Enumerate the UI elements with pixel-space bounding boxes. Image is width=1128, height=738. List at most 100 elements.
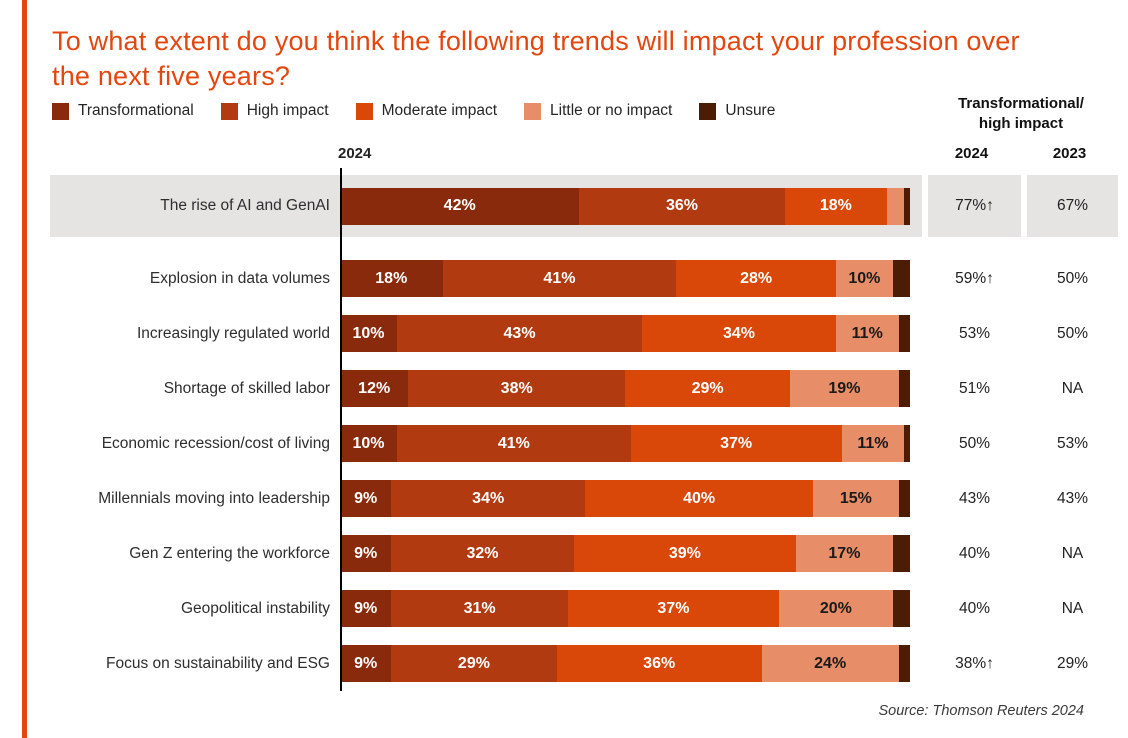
bar-segment-high-impact: 36% (579, 187, 785, 225)
summary-2024-value: 40% (958, 544, 991, 562)
bar-segment-little-or-no-impact: 20% (778, 590, 893, 627)
bar-value-label: 37% (657, 599, 690, 617)
stacked-bar: 42% 36% 18% (340, 187, 910, 225)
bar-value-label: 36% (665, 197, 698, 214)
stacked-bar: 9% 31% 37% 20% (340, 590, 910, 627)
bar-value-label: 38% (500, 379, 533, 397)
summary-2024-value: 53% (958, 324, 991, 342)
category-label: Economic recession/cost of living (101, 434, 330, 452)
stacked-bar: 10% 43% 34% 11% (340, 315, 910, 352)
bar-segment-high-impact: 41% (442, 260, 677, 297)
bar-segment-high-impact: 29% (391, 645, 557, 682)
accent-bar (22, 0, 27, 738)
summary-2023-value: 50% (1056, 269, 1089, 287)
chart-row: The rise of AI and GenAI 42% 36% 18% 77%↑ 67% (50, 175, 1118, 237)
bar-segment-moderate-impact: 37% (567, 590, 779, 627)
bar-value-label: 11% (851, 324, 883, 342)
bar-value-label: 9% (354, 654, 378, 672)
summary-col-2023-header: 2023 (1052, 145, 1087, 162)
bar-value-label: 41% (497, 434, 530, 452)
bar-value-label: 18% (375, 269, 408, 287)
bar-value-label: 10% (848, 269, 881, 287)
bar-cell: 10% 41% 37% 11% (340, 416, 922, 471)
legend-item-high-impact: High impact (220, 102, 329, 120)
chart-row: Geopolitical instability 9% 31% 37% 20% 40% NA (50, 581, 1118, 636)
bar-value-label: 40% (683, 489, 716, 507)
chart: 2024 2024 2023 The rise of AI and GenAI 4… (50, 145, 1118, 691)
chart-row: Gen Z entering the workforce 9% 32% 39% 17% 4… (50, 526, 1118, 581)
bar-segment-little-or-no-impact: 11% (841, 425, 905, 462)
summary-2024-value: 38%↑ (955, 654, 994, 672)
chart-row: Shortage of skilled labor 12% 38% 29% 19% 51%… (50, 361, 1118, 416)
bar-segment-little-or-no-impact: 24% (761, 645, 899, 682)
legend-item-little-or-no-impact: Little or no impact (524, 102, 672, 120)
bar-segment-unsure (898, 480, 910, 517)
bar-value-label: 17% (828, 544, 861, 562)
bar-value-label: 10% (352, 324, 385, 342)
bar-segment-moderate-impact: 40% (585, 480, 814, 517)
bar-value-label: 12% (358, 379, 391, 397)
bar-cell: 18% 41% 28% 10% (340, 251, 922, 306)
bar-segment-moderate-impact: 36% (556, 645, 762, 682)
bar-segment-high-impact: 38% (408, 370, 625, 407)
bar-cell: 9% 29% 36% 24% (340, 636, 922, 691)
summary-2024-value: 43% (958, 489, 991, 507)
chart-rows: The rise of AI and GenAI 42% 36% 18% 77%↑ 67%… (50, 175, 1118, 691)
bar-value-label: 34% (722, 324, 755, 342)
chart-title: To what extent do you think the followin… (52, 26, 1020, 92)
source-citation: Source: Thomson Reuters 2024 (878, 703, 1084, 719)
bar-segment-moderate-impact: 18% (784, 187, 888, 225)
legend-swatch-icon (524, 102, 542, 120)
bar-segment-unsure (898, 370, 910, 407)
bar-cell: 9% 32% 39% 17% (340, 526, 922, 581)
bar-segment-transformational: 10% (340, 315, 397, 352)
bar-value-label: 36% (643, 654, 676, 672)
axis-year-label: 2024 (338, 145, 372, 162)
bar-segment-unsure (904, 187, 910, 225)
bar-segment-moderate-impact: 28% (676, 260, 836, 297)
bar-value-label: 11% (857, 434, 889, 452)
bar-value-label: 9% (354, 599, 378, 617)
bar-cell: 9% 34% 40% 15% (340, 471, 922, 526)
bar-segment-little-or-no-impact: 19% (790, 370, 899, 407)
bar-segment-little-or-no-impact: 10% (835, 260, 893, 297)
bar-value-label: 29% (457, 654, 490, 672)
legend-swatch-icon (52, 102, 69, 120)
bar-segment-moderate-impact: 34% (642, 315, 836, 352)
category-label: Gen Z entering the workforce (129, 544, 330, 562)
stacked-bar: 18% 41% 28% 10% (340, 260, 910, 297)
bar-value-label: 43% (503, 324, 536, 342)
bar-segment-little-or-no-impact: 17% (795, 535, 893, 572)
summary-col-2024-header: 2024 (954, 145, 989, 162)
summary-2023-value: 43% (1056, 489, 1089, 507)
bar-value-label: 9% (354, 489, 378, 507)
bar-value-label: 37% (720, 434, 753, 452)
bar-value-label: 24% (814, 654, 847, 672)
bar-value-label: 42% (443, 197, 476, 214)
bar-segment-transformational: 9% (340, 480, 392, 517)
legend-item-transformational: Transformational (52, 102, 194, 120)
bar-segment-unsure (898, 315, 910, 352)
bar-segment-unsure (892, 590, 910, 627)
bar-value-label: 32% (466, 544, 499, 562)
bar-segment-high-impact: 34% (391, 480, 586, 517)
summary-2024-value: 77%↑ (928, 175, 1021, 237)
bar-segment-transformational: 9% (340, 645, 392, 682)
bar-cell: 12% 38% 29% 19% (340, 361, 922, 416)
bar-cell: 9% 31% 37% 20% (340, 581, 922, 636)
legend-item-unsure: Unsure (699, 102, 775, 120)
bar-value-label: 39% (668, 544, 701, 562)
stacked-bar: 10% 41% 37% 11% (340, 425, 910, 462)
legend-label: High impact (246, 102, 329, 119)
bar-segment-transformational: 9% (340, 535, 392, 572)
stacked-bar: 12% 38% 29% 19% (340, 370, 910, 407)
summary-2023-value: 29% (1056, 654, 1089, 672)
bar-value-label: 15% (839, 489, 872, 507)
summary-2024-value: 40% (958, 599, 991, 617)
bar-segment-moderate-impact: 29% (624, 370, 791, 407)
bar-value-label: 10% (352, 434, 385, 452)
summary-header-line2: high impact (978, 114, 1064, 132)
category-label: Increasingly regulated world (137, 324, 330, 342)
stacked-bar: 9% 34% 40% 15% (340, 480, 910, 517)
summary-2023-value: NA (1061, 379, 1084, 397)
